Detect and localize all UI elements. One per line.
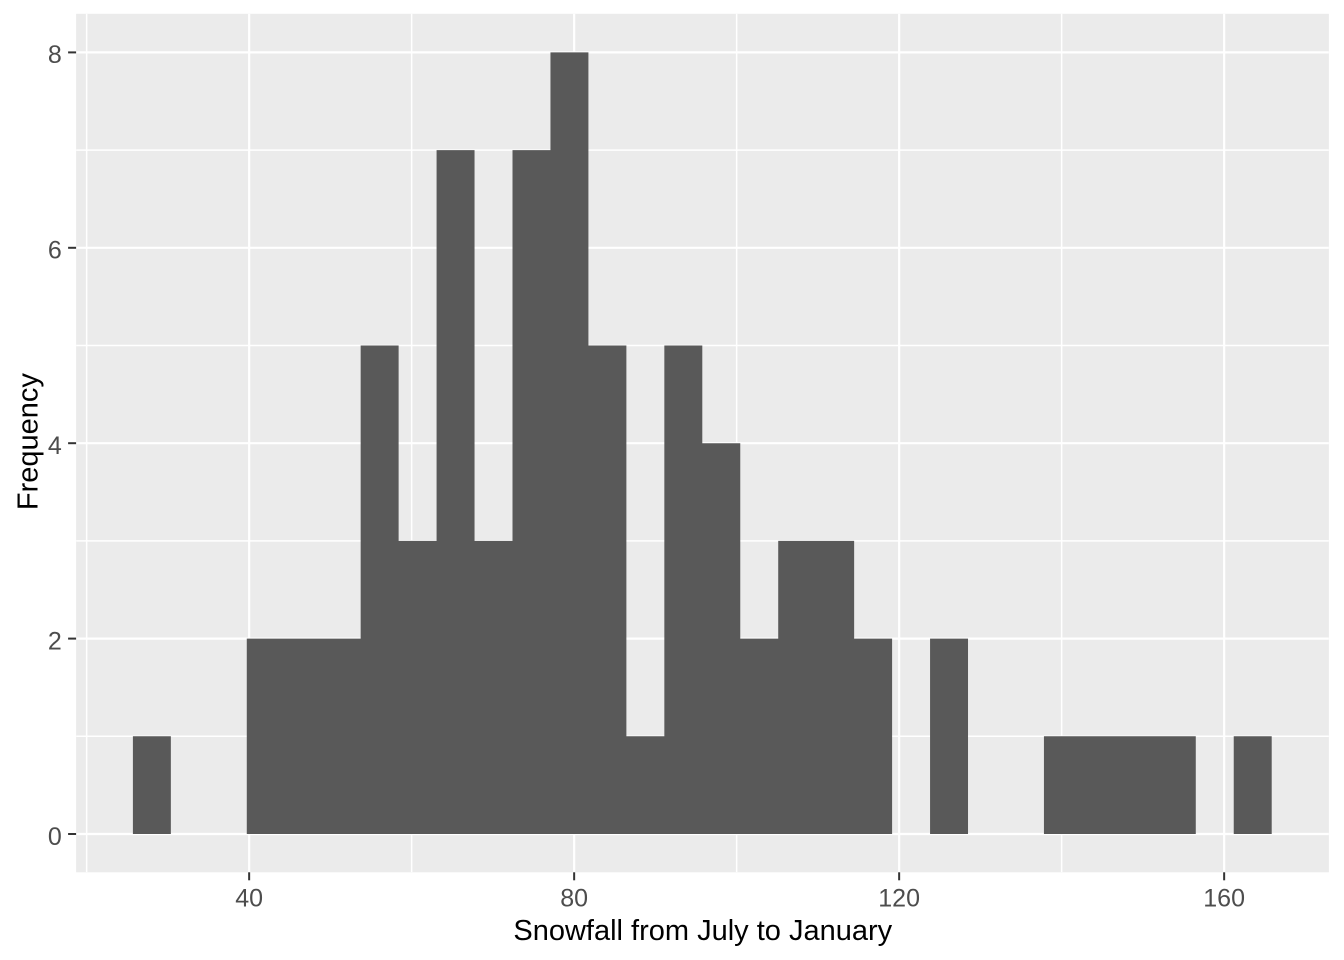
svg-text:2: 2 [48,627,62,655]
svg-text:0: 0 [48,823,62,851]
svg-text:8: 8 [48,41,62,69]
svg-text:40: 40 [235,884,263,912]
svg-text:4: 4 [48,432,62,460]
svg-text:160: 160 [1203,884,1245,912]
svg-text:Frequency: Frequency [12,373,44,511]
svg-text:6: 6 [48,237,62,265]
svg-text:80: 80 [560,884,588,912]
svg-text:120: 120 [878,884,920,912]
svg-text:Snowfall from July to January: Snowfall from July to January [513,915,892,947]
